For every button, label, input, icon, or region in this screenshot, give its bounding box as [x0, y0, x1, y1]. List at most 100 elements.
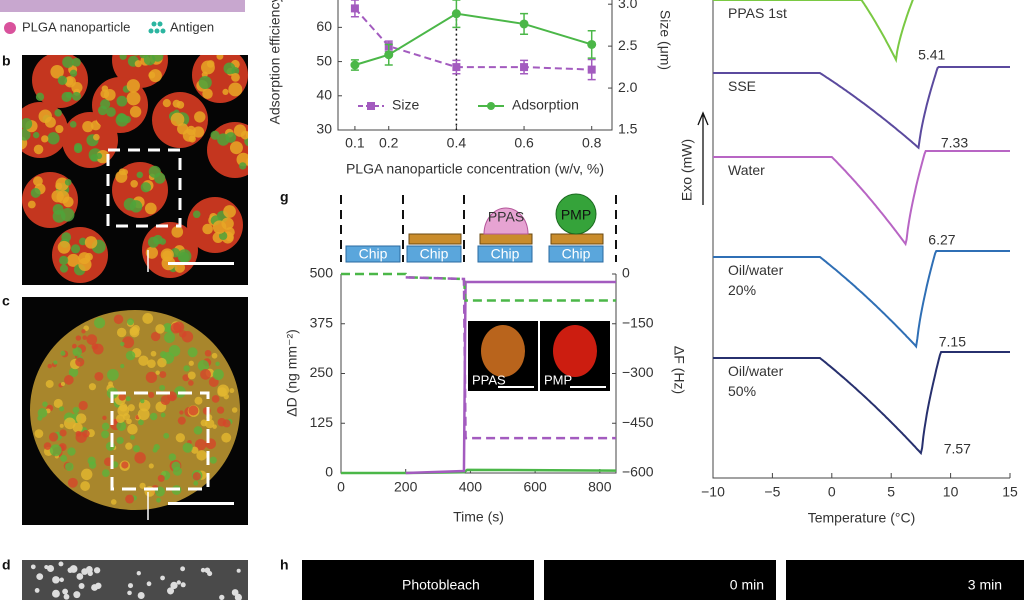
y2-tick-label: −450 — [622, 414, 654, 430]
speckle — [59, 406, 65, 412]
speckle — [192, 210, 201, 219]
dot — [91, 584, 98, 591]
dot — [166, 587, 175, 595]
speckle — [210, 130, 220, 140]
pmp-sphere — [555, 193, 597, 235]
speckle — [127, 404, 135, 412]
speckle — [129, 327, 140, 338]
x-axis-label: Time (s) — [453, 509, 504, 525]
speckle — [216, 55, 224, 60]
speckle — [86, 334, 98, 345]
speckle — [172, 99, 181, 108]
speckle — [113, 314, 124, 325]
x-tick-label: −5 — [764, 484, 780, 500]
speckle — [228, 82, 243, 97]
speckle — [140, 398, 145, 404]
speckle — [160, 395, 171, 406]
y2-tick-label: 3.0 — [618, 0, 638, 11]
speckle — [147, 359, 156, 369]
speckle — [75, 430, 82, 437]
speckle — [160, 412, 166, 418]
inset-label: PPAS — [472, 372, 506, 387]
speckle — [71, 81, 83, 94]
y-axis-label: ΔD (ng mm⁻²) — [284, 329, 300, 417]
speckle — [41, 135, 49, 143]
dot — [47, 564, 55, 573]
marker — [452, 63, 461, 72]
speckle — [164, 332, 175, 343]
speckle — [191, 446, 199, 454]
speckle — [94, 317, 106, 329]
x-tick-label: 0.2 — [379, 135, 399, 151]
speckle — [67, 477, 78, 488]
y2-tick-label: −300 — [622, 364, 654, 380]
speckle — [64, 375, 74, 385]
speckle — [125, 396, 131, 402]
speckle — [37, 408, 48, 418]
speckle — [211, 395, 220, 403]
speckle — [148, 391, 155, 399]
speckle — [90, 154, 98, 162]
speckle — [197, 359, 209, 372]
speckle — [134, 60, 142, 68]
speckle — [157, 474, 165, 482]
curve-label: Oil/water 50% — [728, 363, 784, 399]
y2-tick-label: −150 — [622, 314, 654, 330]
speckle — [200, 419, 208, 427]
speckle — [159, 384, 166, 391]
y-tick-label: 375 — [310, 314, 334, 330]
speckle — [155, 370, 160, 375]
dot — [170, 581, 178, 590]
speckle — [47, 132, 60, 145]
speckle — [110, 499, 117, 505]
antigen-icon — [148, 21, 166, 34]
speckle — [57, 240, 71, 254]
speckle — [74, 143, 83, 151]
speckle — [163, 432, 170, 439]
speckle — [229, 141, 243, 155]
speckle — [200, 368, 211, 380]
speckle — [56, 190, 70, 204]
y-axis-label: Exo (mW) — [679, 139, 695, 201]
speckle — [231, 72, 240, 82]
speckle — [60, 454, 68, 462]
speckle — [69, 69, 78, 77]
speckle — [84, 252, 93, 261]
speckle — [64, 178, 72, 186]
speckle — [57, 75, 68, 86]
layer — [479, 233, 533, 245]
x-tick-label: 10 — [943, 484, 959, 500]
series-line — [341, 272, 616, 302]
speckle — [171, 225, 184, 238]
speckle — [103, 88, 116, 101]
layer — [408, 233, 462, 245]
y-tick-label: 60 — [316, 18, 332, 34]
speckle — [59, 255, 69, 265]
speckle — [204, 418, 215, 429]
speckle — [88, 461, 97, 469]
peak-label: 7.15 — [939, 334, 966, 350]
speckle — [126, 79, 140, 93]
speckle — [53, 360, 58, 365]
speckle — [130, 179, 138, 188]
speckle — [22, 128, 31, 141]
speckle — [182, 374, 190, 382]
chip — [345, 245, 401, 263]
speckle — [126, 91, 141, 106]
speckle — [222, 419, 231, 428]
x-tick-label: −10 — [701, 484, 725, 500]
inset-label: PMP — [544, 372, 572, 387]
y-tick-label: 50 — [316, 52, 332, 68]
speckle — [148, 69, 162, 83]
x-tick-label: 0.6 — [514, 135, 534, 151]
speckle — [211, 352, 218, 359]
speckle — [61, 91, 72, 103]
marker — [350, 60, 360, 70]
ppas-dome — [483, 207, 529, 235]
speckle — [49, 444, 62, 457]
dot — [176, 580, 181, 585]
speckle — [246, 159, 248, 167]
dot — [63, 593, 70, 600]
series-line — [354, 7, 592, 71]
speckle — [175, 433, 185, 443]
